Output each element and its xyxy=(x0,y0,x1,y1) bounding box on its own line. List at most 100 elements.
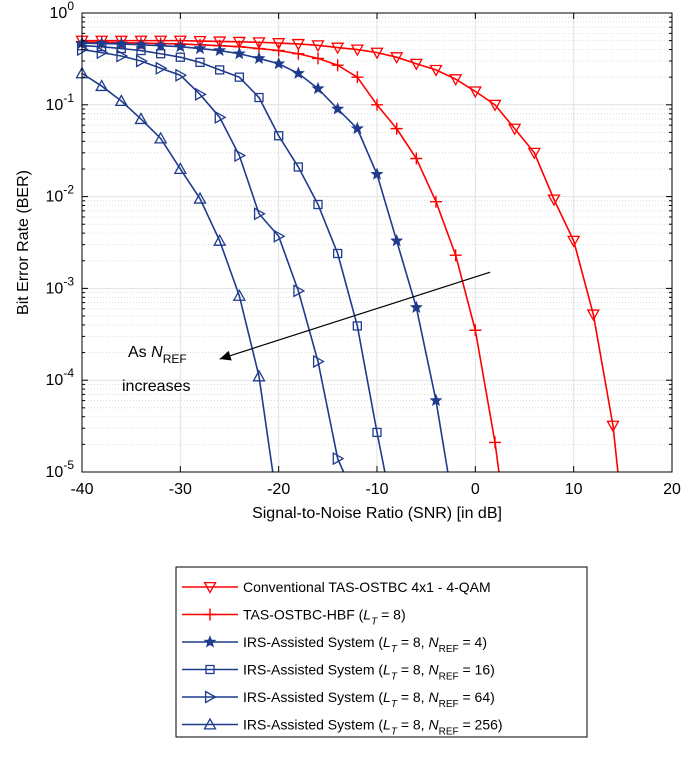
y-tick-label: 10-4 xyxy=(46,366,75,389)
marker-triangle-right xyxy=(273,229,286,243)
marker-triangle-up xyxy=(193,191,207,204)
marker-plus xyxy=(351,71,364,84)
marker-triangle-up xyxy=(95,79,109,92)
marker-triangle-down xyxy=(134,35,148,48)
series-6 xyxy=(75,66,274,473)
marker-triangle-down xyxy=(252,37,266,50)
x-tick-label: -10 xyxy=(365,481,388,498)
marker-star xyxy=(331,102,345,115)
series-line xyxy=(81,72,274,473)
marker-square xyxy=(234,72,244,82)
series-1 xyxy=(75,35,620,473)
marker-star xyxy=(134,38,148,51)
marker-triangle-down xyxy=(291,38,305,51)
marker-triangle-down xyxy=(527,147,541,160)
legend-entry-4: IRS-Assisted System (LT = 8, NREF = 16) xyxy=(182,662,495,683)
marker-triangle-right xyxy=(253,207,266,221)
marker-star xyxy=(409,300,423,313)
marker-square xyxy=(205,664,215,675)
marker-plus xyxy=(489,436,501,449)
marker-triangle-right xyxy=(96,46,109,60)
marker-triangle-right xyxy=(116,49,129,63)
marker-square xyxy=(175,52,185,62)
marker-square xyxy=(274,131,284,141)
marker-star xyxy=(213,43,227,57)
y-tick-label: 100 xyxy=(50,0,75,22)
annotation-text-line2: increases xyxy=(122,378,190,395)
marker-triangle-right xyxy=(135,54,148,68)
marker-star xyxy=(193,41,207,55)
marker-triangle-down xyxy=(409,58,423,71)
annotation-arrow-head xyxy=(219,350,232,361)
marker-star xyxy=(311,81,325,95)
y-axis-label: Bit Error Rate (BER) xyxy=(15,170,32,315)
marker-plus xyxy=(390,122,403,135)
marker-star xyxy=(291,66,305,79)
marker-triangle-down xyxy=(331,42,345,55)
marker-triangle-right xyxy=(76,42,89,57)
marker-triangle-up xyxy=(134,112,148,125)
marker-triangle-down xyxy=(370,47,384,60)
marker-square xyxy=(215,65,225,75)
annotation: As NREF increases xyxy=(122,271,491,395)
legend-entry-3: IRS-Assisted System (LT = 8, NREF = 4) xyxy=(182,634,487,655)
marker-star xyxy=(114,37,128,50)
series-layer xyxy=(75,35,620,473)
marker-triangle-down xyxy=(272,38,286,50)
marker-triangle-down xyxy=(114,35,128,48)
marker-plus xyxy=(449,249,462,262)
series-line xyxy=(81,48,345,473)
marker-square xyxy=(254,92,264,103)
series-4 xyxy=(77,41,386,473)
marker-triangle-down xyxy=(429,64,443,77)
marker-triangle-down xyxy=(449,74,463,87)
marker-square xyxy=(313,199,323,210)
legend-entry-2: TAS-OSTBC-HBF (LT = 8) xyxy=(182,607,406,628)
marker-star xyxy=(429,393,443,407)
grid xyxy=(82,13,672,472)
x-tick-label: -40 xyxy=(70,481,93,498)
marker-triangle-right xyxy=(312,354,325,369)
marker-triangle-down xyxy=(350,44,364,57)
y-tick-label: 10-1 xyxy=(46,91,75,114)
annotation-arrow-line xyxy=(219,271,491,360)
marker-plus xyxy=(272,44,285,57)
marker-triangle-right xyxy=(175,68,188,82)
marker-triangle-up xyxy=(252,369,266,382)
marker-triangle-down xyxy=(508,123,522,136)
marker-square xyxy=(293,162,303,172)
marker-triangle-up xyxy=(203,717,217,730)
marker-star xyxy=(252,51,266,64)
y-tick-label: 10-5 xyxy=(46,458,75,481)
marker-star xyxy=(154,38,168,52)
marker-triangle-right xyxy=(155,61,168,75)
marker-square xyxy=(156,49,166,59)
marker-plus xyxy=(312,52,324,65)
annotation-text-line1: As NREF xyxy=(128,344,187,366)
marker-triangle-down xyxy=(154,35,168,48)
marker-square xyxy=(372,427,382,438)
marker-star xyxy=(272,56,286,70)
marker-triangle-down xyxy=(547,194,561,207)
legend-entry-5: IRS-Assisted System (LT = 8, NREF = 64) xyxy=(182,689,495,710)
marker-triangle-down xyxy=(173,35,187,48)
marker-plus xyxy=(430,195,442,208)
marker-plus xyxy=(331,59,344,72)
marker-triangle-down xyxy=(468,86,482,99)
x-tick-label: 0 xyxy=(471,481,480,498)
x-axis-label: Signal-to-Noise Ratio (SNR) [in dB] xyxy=(252,505,502,522)
marker-square xyxy=(136,45,146,56)
marker-plus xyxy=(371,98,383,111)
legend-entry-1: Conventional TAS-OSTBC 4x1 - 4-QAM xyxy=(182,579,491,595)
series-line xyxy=(82,39,619,473)
marker-triangle-down xyxy=(606,420,620,433)
marker-triangle-up xyxy=(213,233,227,246)
legend-label: IRS-Assisted System (LT = 8, NREF = 256) xyxy=(243,717,503,738)
marker-triangle-right xyxy=(214,110,227,124)
legend-label: IRS-Assisted System (LT = 8, NREF = 16) xyxy=(243,662,495,683)
marker-triangle-up xyxy=(154,131,168,144)
axes: -40 -30 -20 -10 0 10 20 10-5 10-4 10-3 10-2 10-1 100 xyxy=(46,0,681,498)
marker-triangle-right xyxy=(234,148,247,163)
marker-square xyxy=(195,57,205,68)
